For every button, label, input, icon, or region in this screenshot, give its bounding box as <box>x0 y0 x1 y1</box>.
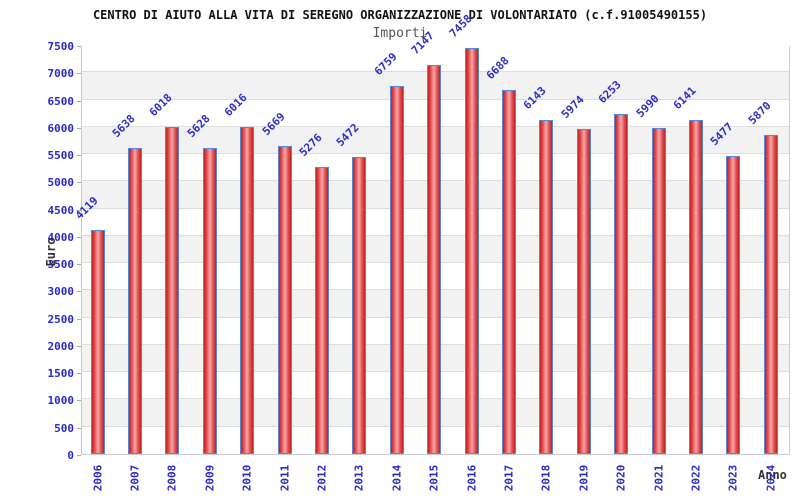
y-tick-mark <box>77 73 81 75</box>
y-tick-label: 6000 <box>47 121 75 135</box>
bar <box>726 156 741 454</box>
x-tick-label: 2008 <box>165 464 179 492</box>
y-tick-mark <box>77 264 81 266</box>
y-tick-label: 4500 <box>47 203 75 217</box>
x-tick-label: 2012 <box>315 464 329 492</box>
x-tick-label: 2015 <box>427 464 441 492</box>
y-tick-label: 7000 <box>47 67 75 81</box>
bar <box>651 128 666 454</box>
y-tick-label: 1500 <box>47 367 75 381</box>
x-tick-label: 2010 <box>240 464 254 492</box>
y-tick-label: 5000 <box>47 176 75 190</box>
bar <box>127 147 142 454</box>
x-tick-label: 2014 <box>390 464 404 492</box>
x-tick-label: 2007 <box>128 464 142 492</box>
y-tick-label: 5500 <box>47 149 75 163</box>
x-tick-label: 2013 <box>352 464 366 492</box>
y-tick-mark <box>77 373 81 375</box>
x-axis-title: Anno <box>758 468 787 482</box>
bar <box>314 167 329 454</box>
y-tick-label: 7500 <box>47 40 75 53</box>
chart-subtitle: Importi <box>372 26 428 41</box>
x-tick-label: 2024 <box>764 464 778 492</box>
y-tick-mark <box>77 291 81 293</box>
bar <box>165 126 180 454</box>
y-tick-mark <box>77 236 81 238</box>
x-tick-label: 2023 <box>726 464 740 492</box>
y-tick-mark <box>77 455 81 456</box>
bar <box>427 65 442 454</box>
x-tick-label: 2011 <box>278 464 291 492</box>
bar <box>202 148 217 454</box>
y-tick-mark <box>77 127 81 129</box>
y-tick-mark <box>77 46 81 47</box>
y-tick-mark <box>77 318 81 320</box>
bar <box>539 120 554 454</box>
bar <box>614 114 629 454</box>
y-tick-mark <box>77 400 81 402</box>
x-tick-label: 2019 <box>577 464 591 492</box>
x-tick-label: 2006 <box>91 464 104 492</box>
bar <box>90 230 105 454</box>
x-tick-label: 2009 <box>203 464 217 492</box>
y-tick-label: 4000 <box>47 230 75 244</box>
bar <box>464 48 479 454</box>
y-tick-label: 6500 <box>47 94 75 108</box>
y-tick-label: 500 <box>54 421 74 435</box>
y-tick-mark <box>77 182 81 184</box>
y-tick-label: 3000 <box>47 285 75 299</box>
bar <box>389 86 404 454</box>
y-tick-mark <box>77 209 81 211</box>
x-tick-label: 2017 <box>502 464 516 492</box>
bar <box>277 145 292 454</box>
y-tick-mark <box>77 100 81 102</box>
x-tick-label: 2016 <box>465 464 478 492</box>
bar <box>352 156 367 454</box>
y-tick-mark <box>77 427 81 429</box>
x-tick-label: 2021 <box>652 464 665 492</box>
bar <box>576 129 591 454</box>
bar <box>501 90 516 454</box>
y-tick-mark <box>77 155 81 157</box>
y-tick-label: 2500 <box>47 312 75 326</box>
y-tick-label: 3500 <box>47 258 75 272</box>
bar <box>240 126 255 454</box>
y-axis-title: Euro <box>44 237 58 267</box>
x-tick-label: 2020 <box>614 464 628 492</box>
x-tick-label: 2022 <box>689 464 703 492</box>
x-tick-label: 2018 <box>539 464 553 492</box>
bar <box>688 120 703 454</box>
chart-title: CENTRO DI AIUTO ALLA VITA DI SEREGNO ORG… <box>92 8 708 22</box>
bar <box>763 134 778 454</box>
y-tick-label: 2000 <box>47 339 75 353</box>
y-tick-mark <box>77 345 81 347</box>
y-tick-label: 0 <box>67 449 74 462</box>
y-tick-label: 1000 <box>47 394 75 408</box>
